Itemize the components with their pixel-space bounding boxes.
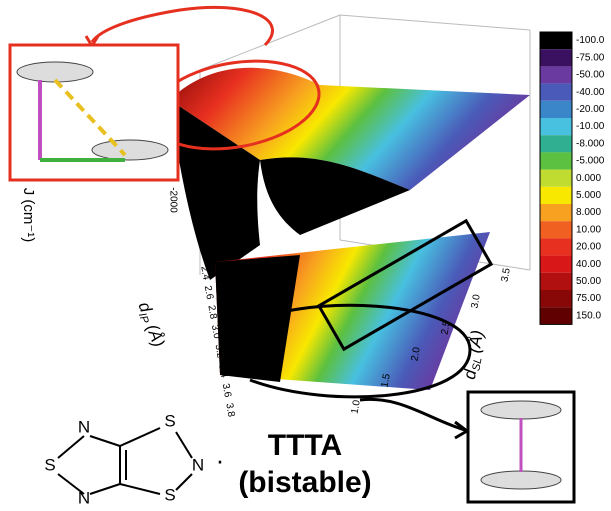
y-tick-label: 3.0 <box>470 293 483 309</box>
colorbar-band <box>540 272 572 290</box>
x-tick-label: 2.4 <box>198 265 211 281</box>
x-tick-label: 2.6 <box>202 285 215 301</box>
atom: N <box>192 455 204 474</box>
colorbar-band <box>540 118 572 136</box>
colorbar-band <box>540 49 572 67</box>
colorbar-band <box>540 204 572 222</box>
colorbar-band <box>540 83 572 101</box>
x-axis-unit: (Å) <box>142 322 168 350</box>
colorbar-band <box>540 135 572 153</box>
colorbar-label: 10.00 <box>576 224 601 235</box>
colorbar-label: 75.00 <box>576 293 601 304</box>
y-axis-unit: (Å) <box>465 329 488 355</box>
y-tick-label: 1.0 <box>350 399 363 415</box>
colorbar-band <box>540 100 572 118</box>
colorbar-label: 8.000 <box>576 207 601 218</box>
x-axis-subscript: IP <box>136 311 151 325</box>
colorbar-band <box>540 238 572 256</box>
surface-front <box>260 157 410 235</box>
x-tick-label: 3.2 <box>213 344 226 360</box>
colorbar-label: 0.000 <box>576 173 601 184</box>
colorbar-label: 40.00 <box>576 259 601 270</box>
colorbar-label: -20.00 <box>576 104 605 115</box>
colorbar-label: -10.00 <box>576 121 605 132</box>
colorbar-band <box>540 290 572 308</box>
colorbar-label: 20.00 <box>576 242 601 253</box>
y-tick-label: 1.5 <box>380 372 393 388</box>
y-tick-label: 2.5 <box>440 320 453 336</box>
y-tick-label: 3.5 <box>500 267 513 283</box>
x-tick-label: 3.6 <box>220 383 233 399</box>
atom: S <box>164 411 175 430</box>
molecule-bonds <box>57 427 193 495</box>
z-axis-label: J (cm⁻¹) <box>20 188 37 243</box>
colorbar-label: -100.0 <box>576 35 605 46</box>
colorbar-band <box>540 32 572 50</box>
x-tick-label: 2.8 <box>205 304 218 320</box>
atom: N <box>78 417 90 436</box>
colorbar-label: 5.000 <box>576 190 601 201</box>
caption-note: (bistable) <box>238 466 371 499</box>
x-tick-label: 3.8 <box>223 402 236 418</box>
surface-top <box>170 67 530 190</box>
colorbar-band <box>540 152 572 170</box>
colorbar-label: -50.00 <box>576 70 605 81</box>
red-arrow <box>90 5 274 47</box>
black-arrow <box>359 397 466 432</box>
selection-box <box>316 218 494 352</box>
colorbar-label: -40.00 <box>576 87 605 98</box>
molecule-atoms: N S S N N S · <box>44 411 225 507</box>
colorbar-label: -8.000 <box>576 138 605 149</box>
colorbar-band <box>540 255 572 273</box>
inset-tilted <box>8 43 180 182</box>
y-axis-label: dSL(Å) <box>460 329 489 381</box>
x-axis-label: dIP(Å) <box>133 300 168 351</box>
colorbar-label: -5.000 <box>576 156 605 167</box>
x-tick-label: 3.0 <box>209 324 222 340</box>
radical-dot: · <box>216 445 225 475</box>
z-tick-label: -2000 <box>167 187 178 213</box>
x-tick-label: 3.4 <box>216 363 229 379</box>
colorbar-label: -75.00 <box>576 52 605 63</box>
colorbar-band <box>540 307 572 325</box>
colorbar-label: 150.0 <box>576 310 601 321</box>
colorbar-band <box>540 169 572 187</box>
caption-name: TTTA <box>268 429 342 462</box>
colorbar-band <box>540 186 572 204</box>
atom: S <box>44 455 55 474</box>
atom: N <box>78 488 90 506</box>
atom: S <box>164 485 175 504</box>
black-loop <box>229 303 472 399</box>
colorbar-frame <box>539 31 573 325</box>
surface-side <box>170 100 260 280</box>
y-axis-subscript: SL <box>470 356 484 371</box>
colorbar-label: 50.00 <box>576 276 601 287</box>
y-tick-label: 2.0 <box>410 346 423 362</box>
colorbar-band <box>540 221 572 239</box>
inset-stacked <box>466 390 576 504</box>
y-axis-symbol: d <box>460 368 480 381</box>
colorbar-band <box>540 66 572 84</box>
